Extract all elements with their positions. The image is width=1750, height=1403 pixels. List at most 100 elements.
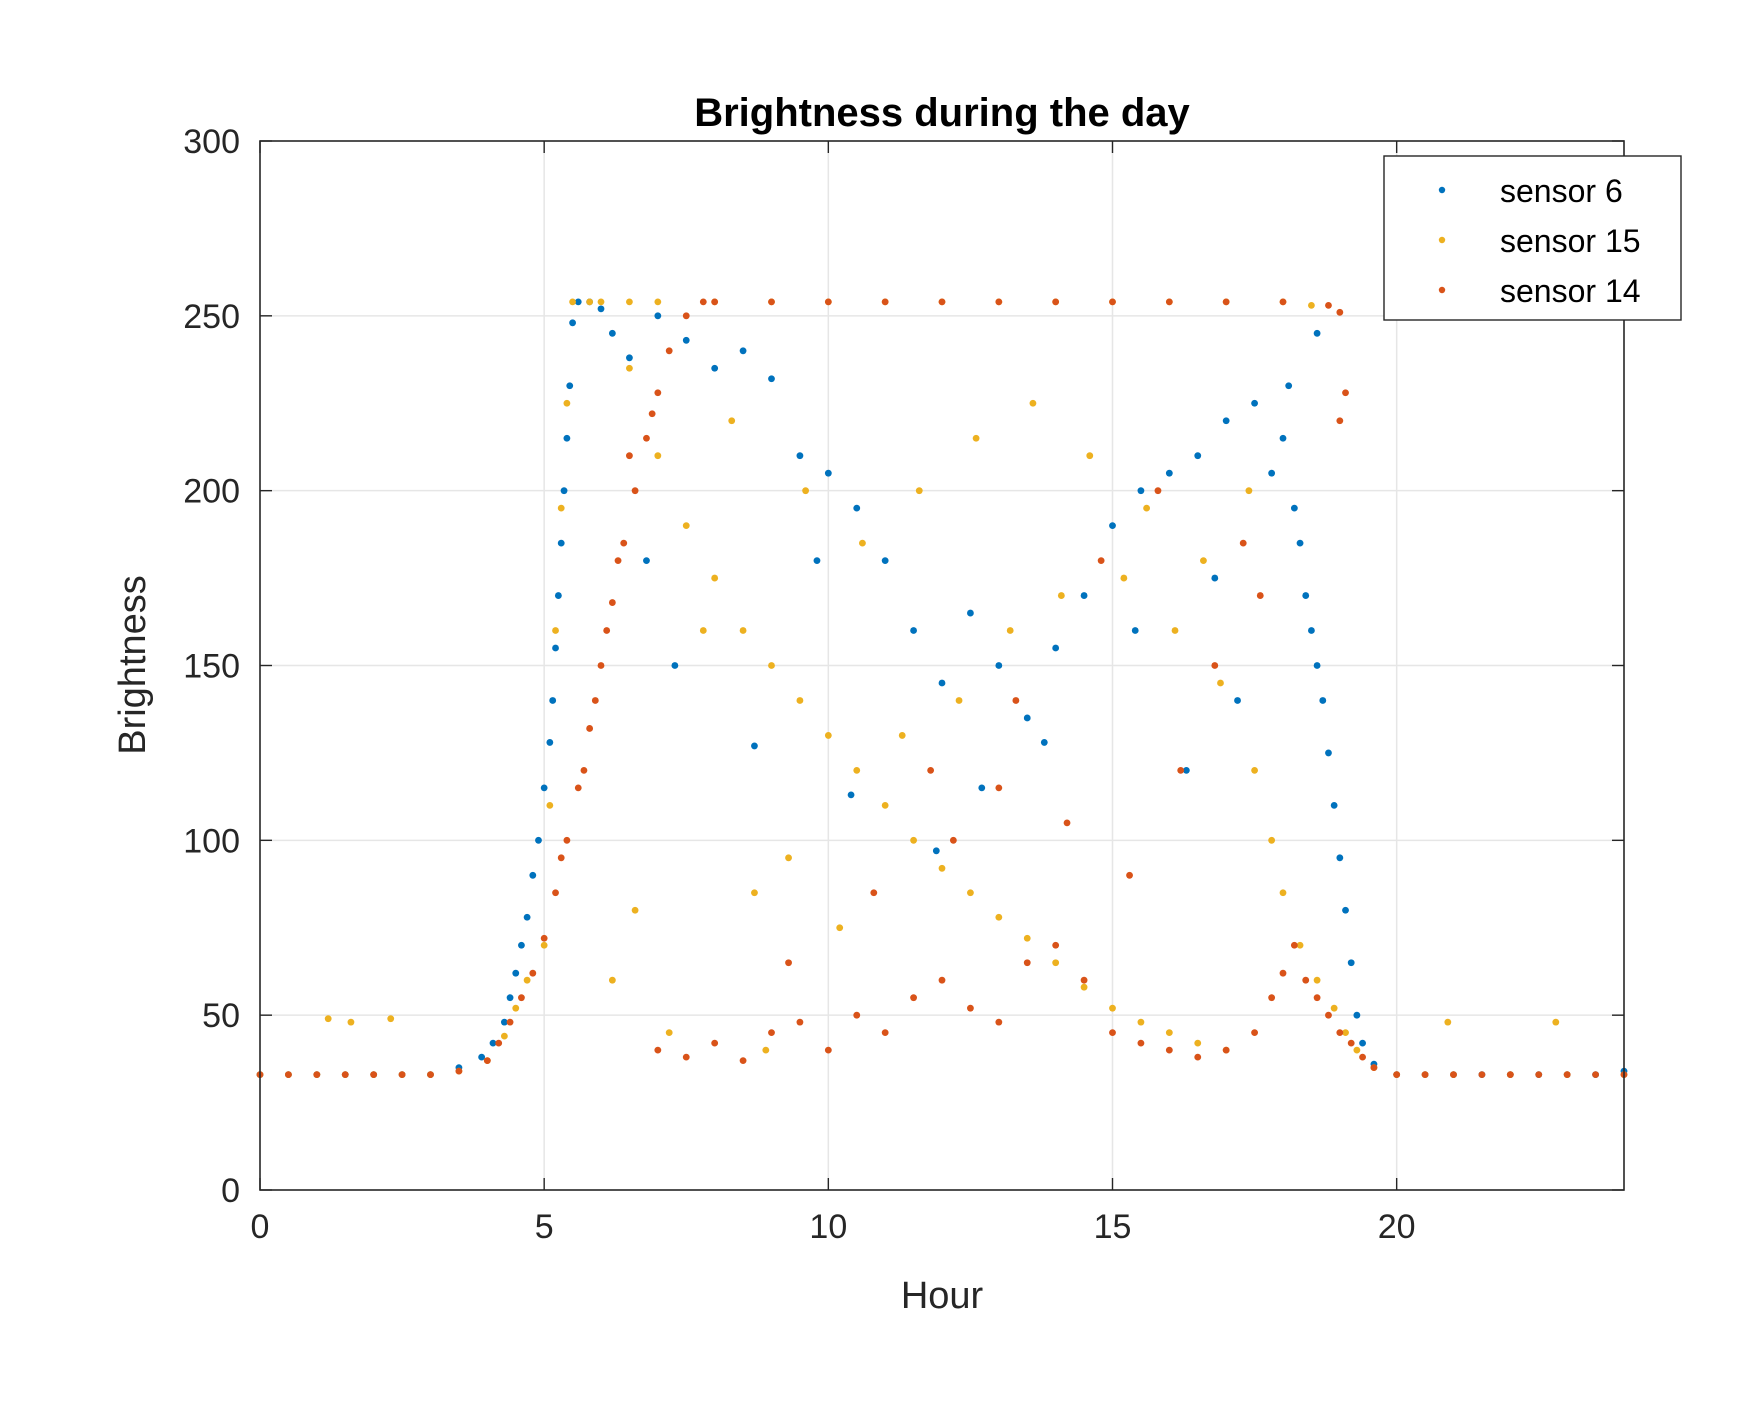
x-tick-label: 0	[251, 1208, 270, 1246]
data-point	[1336, 1029, 1344, 1037]
data-point	[563, 399, 571, 407]
data-point	[1325, 1011, 1332, 1019]
data-point	[881, 801, 889, 809]
data-point	[751, 742, 758, 750]
data-point	[643, 557, 650, 564]
data-point	[995, 662, 1003, 669]
data-point	[1336, 417, 1344, 425]
data-point	[597, 305, 605, 313]
data-point	[1279, 889, 1287, 897]
data-point	[654, 1046, 662, 1054]
data-point	[643, 434, 650, 442]
data-point	[563, 434, 571, 442]
data-point	[1006, 627, 1014, 634]
data-point	[881, 1029, 889, 1037]
legend-label-sensor-6: sensor 6	[1500, 173, 1623, 209]
data-point	[711, 298, 719, 306]
data-point	[847, 791, 855, 799]
data-point	[1478, 1071, 1486, 1079]
data-point	[529, 969, 537, 977]
data-point	[654, 452, 662, 460]
data-point	[739, 347, 747, 355]
data-point	[620, 539, 628, 547]
data-point	[1279, 969, 1287, 977]
data-point	[938, 864, 946, 872]
data-point	[569, 319, 576, 327]
data-point	[1251, 1029, 1258, 1037]
data-point	[910, 836, 917, 844]
data-point	[751, 889, 758, 897]
data-point	[614, 557, 622, 564]
data-point	[1245, 487, 1253, 495]
data-point	[1222, 417, 1230, 425]
data-point	[1347, 1039, 1355, 1047]
data-point	[1097, 557, 1105, 564]
data-point	[932, 847, 940, 855]
data-point	[768, 375, 775, 383]
data-point	[566, 382, 574, 390]
data-point	[927, 767, 935, 774]
data-point	[881, 298, 889, 306]
data-point	[535, 836, 542, 844]
data-point	[1023, 714, 1031, 722]
data-point	[1342, 906, 1349, 914]
data-point	[1552, 1018, 1560, 1026]
data-point	[483, 1057, 491, 1065]
data-point	[1211, 662, 1219, 669]
data-point	[1222, 298, 1230, 306]
data-point	[785, 959, 792, 967]
data-point	[1308, 627, 1315, 634]
legend-box	[1383, 155, 1682, 321]
data-point	[603, 627, 611, 634]
data-point	[285, 1071, 292, 1079]
data-point	[1353, 1046, 1361, 1054]
data-point	[1182, 767, 1190, 774]
data-point	[768, 662, 775, 669]
data-point	[1126, 871, 1133, 879]
data-point	[1052, 298, 1060, 306]
data-point	[608, 599, 616, 606]
data-point	[500, 1032, 508, 1040]
data-point	[608, 976, 616, 984]
y-tick-label: 300	[183, 123, 240, 161]
data-point	[768, 298, 775, 306]
data-point	[563, 836, 571, 844]
data-point	[1137, 1018, 1145, 1026]
data-point	[1421, 1071, 1429, 1079]
data-point	[1137, 487, 1145, 495]
data-point	[1308, 301, 1315, 309]
data-point	[1143, 504, 1150, 512]
legend-marker-sensor-15	[1438, 236, 1446, 244]
data-point	[626, 298, 633, 306]
data-point	[1296, 539, 1304, 547]
data-point	[1330, 1004, 1338, 1012]
data-point	[682, 1053, 690, 1061]
legend-marker-sensor-6	[1438, 186, 1446, 194]
data-point	[1296, 941, 1304, 949]
data-point	[853, 767, 861, 774]
data-point	[1086, 452, 1094, 460]
data-point	[554, 592, 562, 599]
data-point	[995, 784, 1003, 792]
data-point	[1563, 1071, 1571, 1079]
data-point	[1165, 469, 1173, 477]
data-point	[682, 312, 690, 320]
data-point	[1052, 941, 1060, 949]
data-point	[1359, 1039, 1366, 1047]
data-point	[552, 889, 559, 897]
data-point	[631, 906, 639, 914]
data-point	[665, 347, 673, 355]
x-tick-label: 20	[1378, 1208, 1416, 1246]
data-point	[938, 976, 946, 984]
data-point	[523, 913, 531, 921]
data-point	[1592, 1071, 1599, 1079]
data-point	[546, 801, 554, 809]
data-point	[387, 1015, 395, 1023]
data-point	[574, 298, 582, 306]
data-point	[1325, 749, 1332, 757]
data-point	[540, 941, 548, 949]
data-point	[1347, 959, 1355, 967]
data-point	[626, 364, 633, 372]
data-point	[1165, 298, 1173, 306]
